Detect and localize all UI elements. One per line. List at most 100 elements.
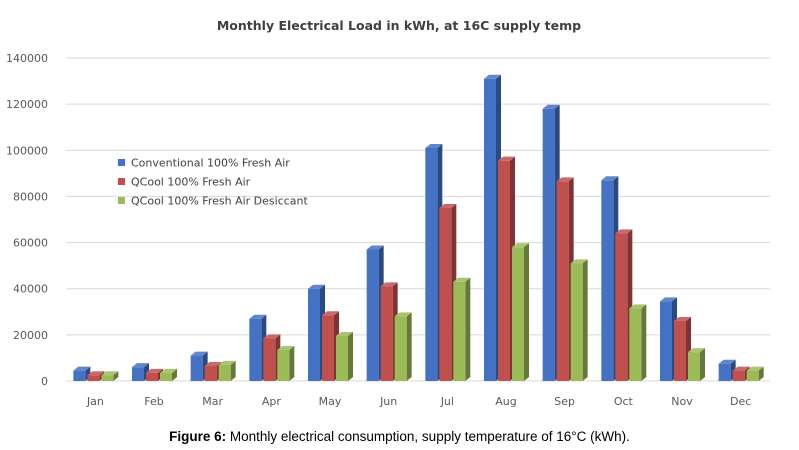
bar-top [453,277,471,282]
bar-top [87,371,105,376]
bar-front [629,308,642,381]
bar-front [263,338,276,381]
bar-apr-series-2 [263,334,281,381]
x-tick-label: Dec [730,395,751,408]
bar-top [394,312,412,317]
bar-top [439,203,457,208]
x-tick-label: Sep [554,395,575,408]
y-tick-label: 60000 [13,237,48,250]
bar-top [601,176,619,181]
figure-caption: Figure 6: Monthly electrical consumption… [0,429,799,444]
bar-side [289,345,295,381]
bar-front [73,370,86,381]
bar-top [556,177,574,182]
bar-front [308,288,320,381]
bar-front [322,315,334,381]
bar-front [204,366,217,381]
bar-front [512,247,524,381]
bar-front [380,286,393,381]
bar-side [348,332,353,381]
bar-front [732,370,745,381]
bar-top [380,282,398,287]
y-axis-ticks: 0 20000 40000 60000 80000 100000 120000 140000 [6,52,48,388]
bar-top [425,143,443,148]
bar-chart: Monthly Electrical Load in kWh, at 16C s… [6,18,770,408]
bar-top [542,104,560,109]
bar-top [249,314,267,319]
bar-top [73,366,91,371]
bar-front [336,336,348,381]
bar-front [160,372,172,381]
bar-front [101,375,114,381]
bar-front [190,355,203,381]
bar-top [263,334,281,339]
bar-top [366,245,384,250]
bar-front [688,352,700,381]
bar-top [190,351,208,356]
gridlines [66,57,770,382]
bar-front [660,301,672,381]
y-tick-label: 20000 [13,329,48,342]
bar-nov-series-3 [688,348,705,381]
bar-front [249,318,262,381]
bar-top [484,74,501,79]
legend-swatch [118,178,125,185]
bar-top [570,259,588,264]
bar-top [498,156,515,161]
bar-apr-series-3 [277,345,295,381]
bars [73,74,764,381]
bar-top [629,304,647,309]
bar-top [674,317,691,322]
bar-front [601,180,614,381]
caption-text: Monthly electrical consumption, supply t… [226,429,630,444]
bar-side [465,277,471,381]
bar-sep-series-3 [570,259,588,381]
bar-front [746,370,759,381]
bar-top [718,359,736,364]
y-tick-label: 40000 [13,283,48,296]
bar-front [425,147,438,381]
bar-front [484,78,496,381]
legend-entry: QCool 100% Fresh Air Desiccant [131,195,309,208]
legend-entry: QCool 100% Fresh Air [131,176,251,189]
bar-side [406,312,412,381]
x-tick-label: May [319,395,342,408]
bar-side [524,243,529,381]
bar-aug-series-3 [512,243,529,381]
bar-feb-series-3 [160,368,177,381]
bar-may-series-3 [336,332,353,381]
bar-top [512,243,529,248]
x-axis-ticks: Jan Feb Mar Apr May Jun Jul Aug Sep Oct Nov Dec [86,395,751,408]
bar-front [439,207,452,381]
bar-top [132,363,149,368]
bar-front [570,263,583,381]
bar-front [498,160,510,381]
bar-top [732,366,750,371]
y-tick-label: 140000 [6,52,48,65]
bar-top [615,229,633,234]
legend: Conventional 100% Fresh Air QCool 100% Fr… [118,157,309,208]
x-tick-label: Feb [144,395,163,408]
y-tick-label: 80000 [13,190,48,203]
y-tick-label: 120000 [6,98,48,111]
x-tick-label: Aug [495,395,516,408]
bar-top [322,311,339,316]
bar-top [660,297,677,302]
bar-side [700,348,705,381]
x-tick-label: Oct [614,395,634,408]
x-tick-label: Jun [379,395,397,408]
bar-oct-series-3 [629,304,647,381]
bar-top [308,284,325,289]
bar-top [101,371,119,376]
bar-front [87,375,100,381]
x-tick-label: Jul [440,395,454,408]
bar-front [132,367,144,381]
bar-side [172,368,177,381]
bar-front [718,363,731,381]
bar-front [146,372,158,381]
bar-top [218,360,236,365]
y-tick-label: 0 [41,375,48,388]
bar-top [688,348,705,353]
bar-top [746,366,764,371]
x-tick-label: Mar [202,395,223,408]
